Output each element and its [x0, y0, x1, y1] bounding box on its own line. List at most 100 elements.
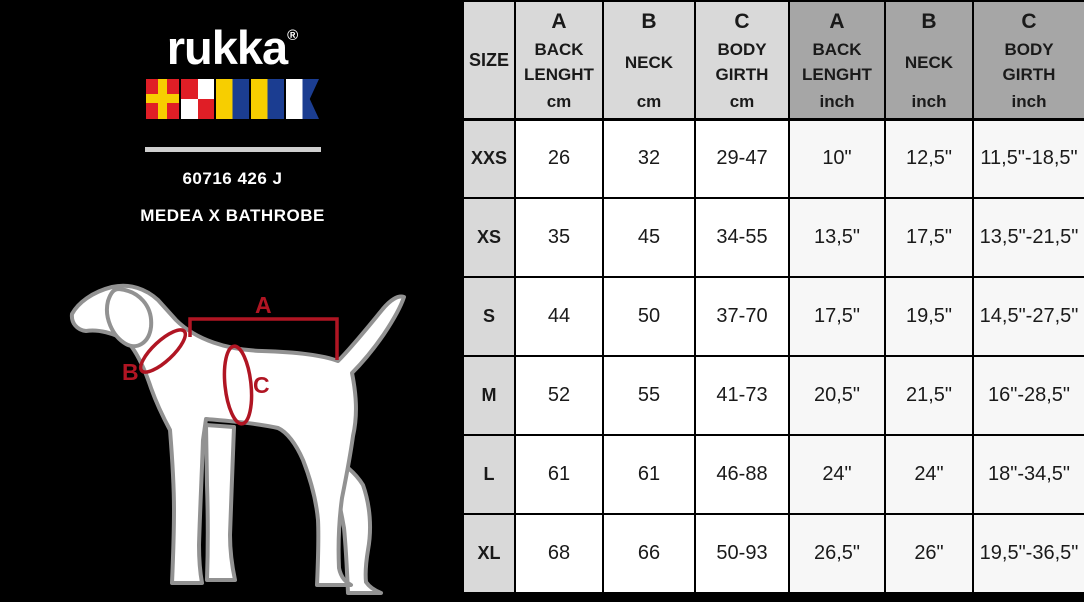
col-name: NECK — [904, 52, 954, 72]
measurement-c-girth-ellipse — [222, 344, 254, 426]
size-label: L — [462, 434, 516, 515]
col-unit: inch — [911, 91, 947, 111]
dog-silhouette — [69, 283, 406, 587]
col-header-body-girth-cm: C BODY GIRTH cm — [694, 0, 790, 121]
dog-ear — [105, 287, 154, 349]
value-cell: 66 — [602, 513, 696, 594]
col-unit: cm — [729, 91, 755, 111]
value-cell: 18"-34,5" — [972, 434, 1084, 515]
size-table-body: XXS 26 32 29-47 10" 12,5" 11,5"-18,5" XS 35 45 34-… — [462, 118, 1084, 594]
table-row: M 52 55 41-73 20,5" 21,5" 16"-28,5" — [462, 355, 1084, 436]
brand-block: rukka® 60716 426 J MEDEA X BATHROBE — [115, 24, 350, 226]
col-letter: C — [1021, 10, 1037, 33]
signal-flag-k-icon — [251, 79, 284, 119]
table-row: L 61 61 46-88 24" 24" 18"-34,5" — [462, 434, 1084, 515]
col-name: BACK LENGHT — [802, 39, 872, 85]
value-cell: 17,5" — [788, 276, 886, 357]
col-letter: C — [734, 10, 750, 33]
value-cell: 20,5" — [788, 355, 886, 436]
measurement-label-b: B — [122, 359, 139, 385]
value-cell: 61 — [514, 434, 604, 515]
value-cell: 41-73 — [694, 355, 790, 436]
value-cell: 68 — [514, 513, 604, 594]
col-header-back-length-cm: A BACK LENGHT cm — [514, 0, 604, 121]
value-cell: 16"-28,5" — [972, 355, 1084, 436]
table-row: XXS 26 32 29-47 10" 12,5" 11,5"-18,5" — [462, 118, 1084, 199]
col-name: BACK LENGHT — [524, 39, 594, 85]
value-cell: 44 — [514, 276, 604, 357]
signal-flag-u-icon — [181, 79, 214, 119]
col-name: NECK — [624, 52, 674, 72]
value-cell: 14,5"-27,5" — [972, 276, 1084, 357]
size-label: M — [462, 355, 516, 436]
value-cell: 45 — [602, 197, 696, 278]
table-row: XL 68 66 50-93 26,5" 26" 19,5"-36,5" — [462, 513, 1084, 594]
value-cell: 35 — [514, 197, 604, 278]
brand-wordmark: rukka® — [167, 24, 298, 71]
signal-flag-r-icon — [146, 79, 179, 119]
value-cell: 12,5" — [884, 118, 974, 199]
col-name: BODY GIRTH — [1002, 39, 1056, 85]
value-cell: 46-88 — [694, 434, 790, 515]
col-letter: A — [551, 10, 567, 33]
col-letter: B — [641, 10, 657, 33]
value-cell: 37-70 — [694, 276, 790, 357]
col-header-body-girth-inch: C BODY GIRTH inch — [972, 0, 1084, 121]
value-cell: 17,5" — [884, 197, 974, 278]
col-header-size: SIZE — [462, 0, 516, 121]
size-label: XL — [462, 513, 516, 594]
value-cell: 11,5"-18,5" — [972, 118, 1084, 199]
value-cell: 26" — [884, 513, 974, 594]
dog-far-front-leg — [204, 423, 237, 582]
registered-trademark: ® — [287, 27, 299, 44]
value-cell: 61 — [602, 434, 696, 515]
col-letter: A — [829, 10, 845, 33]
size-label: XS — [462, 197, 516, 278]
measurement-label-a: A — [255, 292, 272, 318]
value-cell: 24" — [788, 434, 886, 515]
value-cell: 52 — [514, 355, 604, 436]
col-unit: inch — [819, 91, 855, 111]
value-cell: 50 — [602, 276, 696, 357]
table-row: S 44 50 37-70 17,5" 19,5" 14,5"-27,5" — [462, 276, 1084, 357]
col-name: BODY GIRTH — [715, 39, 769, 85]
col-unit: cm — [636, 91, 662, 111]
measurement-b-neck-ellipse — [138, 328, 188, 374]
col-header-neck-cm: B NECK cm — [602, 0, 696, 121]
value-cell: 34-55 — [694, 197, 790, 278]
measurement-label-c: C — [253, 372, 270, 398]
dog-measurement-diagram: A B C — [69, 283, 406, 595]
col-unit: cm — [546, 91, 572, 111]
value-cell: 10" — [788, 118, 886, 199]
value-cell: 13,5" — [788, 197, 886, 278]
value-cell: 13,5"-21,5" — [972, 197, 1084, 278]
size-label: XXS — [462, 118, 516, 199]
col-unit: inch — [1011, 91, 1047, 111]
measurement-a-bracket — [188, 317, 339, 360]
size-table: SIZE A BACK LENGHT cm B — [462, 0, 1084, 594]
value-cell: 21,5" — [884, 355, 974, 436]
product-name: MEDEA X BATHROBE — [140, 206, 325, 225]
col-name: SIZE — [468, 49, 509, 70]
signal-flags-row — [146, 79, 319, 119]
value-cell: 19,5" — [884, 276, 974, 357]
divider-line — [144, 147, 321, 152]
col-header-neck-inch: B NECK inch — [884, 0, 974, 121]
value-cell: 55 — [602, 355, 696, 436]
signal-flag-a-icon — [286, 79, 319, 119]
size-table-section: SIZE A BACK LENGHT cm B — [462, 0, 1084, 602]
value-cell: 26,5" — [788, 513, 886, 594]
value-cell: 29-47 — [694, 118, 790, 199]
size-label: S — [462, 276, 516, 357]
col-header-back-length-inch: A BACK LENGHT inch — [788, 0, 886, 121]
brand-name-text: rukka — [166, 21, 288, 74]
col-letter: B — [921, 10, 937, 33]
value-cell: 26 — [514, 118, 604, 199]
brand-panel: A B C rukka® 60716 426 J MEDEA X BATHROB… — [0, 0, 462, 602]
table-header-row: SIZE A BACK LENGHT cm B — [462, 0, 1084, 121]
signal-flag-k-icon — [216, 79, 249, 119]
value-cell: 24" — [884, 434, 974, 515]
table-row: XS 35 45 34-55 13,5" 17,5" 13,5"-21,5" — [462, 197, 1084, 278]
value-cell: 19,5"-36,5" — [972, 513, 1084, 594]
